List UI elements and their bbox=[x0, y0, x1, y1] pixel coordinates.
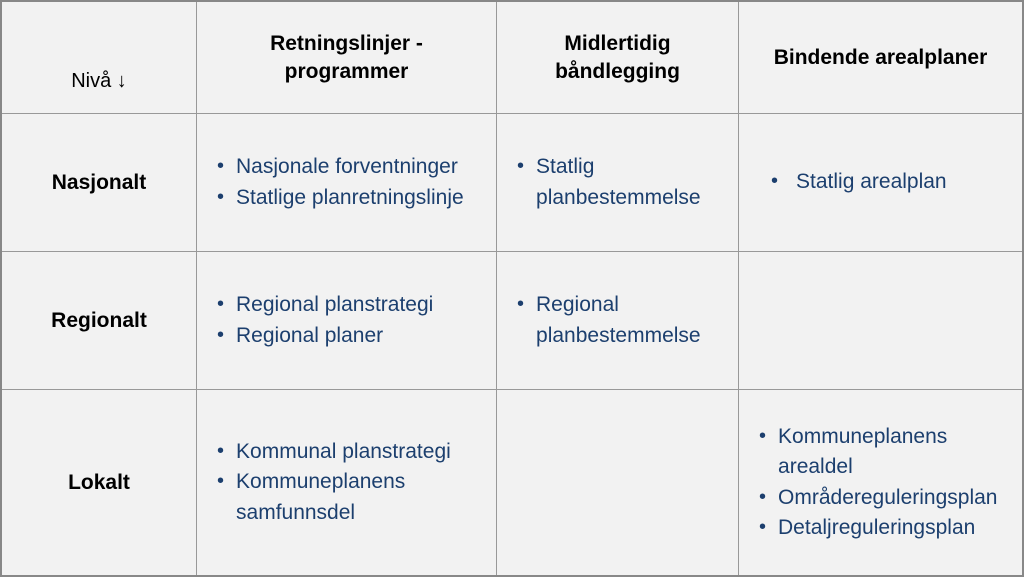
table-row-nasjonalt: Nasjonalt • Nasjonale forventninger • Stat… bbox=[2, 114, 1022, 252]
item-list: • Kommuneplanens arealdel • Områdereguleri… bbox=[759, 422, 1002, 544]
item-text: Områdereguleringsplan bbox=[778, 483, 1002, 513]
item-text: Regional planer bbox=[236, 321, 476, 351]
header-col3-cell: Midlertidig båndlegging bbox=[497, 2, 739, 113]
item-list: • Statlig planbestemmelse bbox=[517, 152, 718, 213]
row-label-cell: Regionalt bbox=[2, 252, 197, 389]
header-col4-text: Bindende arealplaner bbox=[774, 44, 988, 71]
planning-table: Nivå ↓ Retningslinjer - programmer Midle… bbox=[0, 0, 1024, 577]
item-text: Kommuneplanens samfunnsdel bbox=[236, 467, 476, 528]
header-nivaa-cell: Nivå ↓ bbox=[2, 2, 197, 113]
regionalt-col3: • Regional planbestemmelse bbox=[497, 252, 739, 389]
header-col4-cell: Bindende arealplaner bbox=[739, 2, 1022, 113]
row-label-regionalt: Regionalt bbox=[51, 309, 147, 333]
item-text: Statlige planretningslinje bbox=[236, 183, 476, 213]
regionalt-col2: • Regional planstrategi • Regional planer bbox=[197, 252, 497, 389]
lokalt-col2: • Kommunal planstrategi • Kommuneplanens s… bbox=[197, 390, 497, 575]
list-item: • Nasjonale forventninger bbox=[217, 152, 476, 182]
row-label-cell: Lokalt bbox=[2, 390, 197, 575]
bullet-icon: • bbox=[217, 152, 224, 181]
item-text: Detaljreguleringsplan bbox=[778, 513, 1002, 543]
table-row-lokalt: Lokalt • Kommunal planstrategi • Kommunepl… bbox=[2, 390, 1022, 575]
bullet-icon: • bbox=[517, 290, 524, 319]
list-item: • Regional planstrategi bbox=[217, 290, 476, 320]
lokalt-col3 bbox=[497, 390, 739, 575]
list-item: • Statlig arealplan bbox=[771, 167, 1002, 197]
row-label-lokalt: Lokalt bbox=[68, 471, 130, 495]
bullet-icon: • bbox=[217, 183, 224, 212]
item-text: Kommuneplanens arealdel bbox=[778, 422, 1002, 483]
header-col2-text: Retningslinjer - programmer bbox=[217, 30, 476, 85]
list-item: • Statlig planbestemmelse bbox=[517, 152, 718, 213]
item-text: Statlig planbestemmelse bbox=[536, 152, 718, 213]
item-list: • Nasjonale forventninger • Statlige planr… bbox=[217, 152, 476, 213]
item-text: Regional planstrategi bbox=[236, 290, 476, 320]
table-header-row: Nivå ↓ Retningslinjer - programmer Midle… bbox=[2, 2, 1022, 114]
item-list: • Statlig arealplan bbox=[759, 167, 1002, 197]
list-item: • Kommuneplanens arealdel bbox=[759, 422, 1002, 483]
header-col3-text: Midlertidig båndlegging bbox=[517, 30, 718, 85]
item-text: Statlig arealplan bbox=[790, 167, 1002, 197]
item-list: • Regional planstrategi • Regional planer bbox=[217, 290, 476, 351]
nasjonalt-col4: • Statlig arealplan bbox=[739, 114, 1022, 251]
item-text: Regional planbestemmelse bbox=[536, 290, 718, 351]
bullet-icon: • bbox=[759, 483, 766, 512]
regionalt-col4 bbox=[739, 252, 1022, 389]
lokalt-col4: • Kommuneplanens arealdel • Områdereguleri… bbox=[739, 390, 1022, 575]
bullet-icon: • bbox=[217, 290, 224, 319]
item-text: Kommunal planstrategi bbox=[236, 437, 476, 467]
list-item: • Regional planbestemmelse bbox=[517, 290, 718, 351]
table-row-regionalt: Regionalt • Regional planstrategi • Region… bbox=[2, 252, 1022, 390]
nasjonalt-col2: • Nasjonale forventninger • Statlige planr… bbox=[197, 114, 497, 251]
row-label-nasjonalt: Nasjonalt bbox=[52, 171, 147, 195]
item-list: • Kommunal planstrategi • Kommuneplanens s… bbox=[217, 437, 476, 528]
item-list: • Regional planbestemmelse bbox=[517, 290, 718, 351]
bullet-icon: • bbox=[759, 513, 766, 542]
list-item: • Regional planer bbox=[217, 321, 476, 351]
bullet-icon: • bbox=[217, 321, 224, 350]
list-item: • Statlige planretningslinje bbox=[217, 183, 476, 213]
bullet-icon: • bbox=[771, 167, 778, 196]
bullet-icon: • bbox=[217, 467, 224, 496]
header-col2-cell: Retningslinjer - programmer bbox=[197, 2, 497, 113]
list-item: • Kommuneplanens samfunnsdel bbox=[217, 467, 476, 528]
nasjonalt-col3: • Statlig planbestemmelse bbox=[497, 114, 739, 251]
bullet-icon: • bbox=[217, 437, 224, 466]
bullet-icon: • bbox=[759, 422, 766, 451]
bullet-icon: • bbox=[517, 152, 524, 181]
list-item: • Kommunal planstrategi bbox=[217, 437, 476, 467]
list-item: • Detaljreguleringsplan bbox=[759, 513, 1002, 543]
row-label-cell: Nasjonalt bbox=[2, 114, 197, 251]
list-item: • Områdereguleringsplan bbox=[759, 483, 1002, 513]
item-text: Nasjonale forventninger bbox=[236, 152, 476, 182]
nivaa-label: Nivå ↓ bbox=[71, 70, 127, 93]
